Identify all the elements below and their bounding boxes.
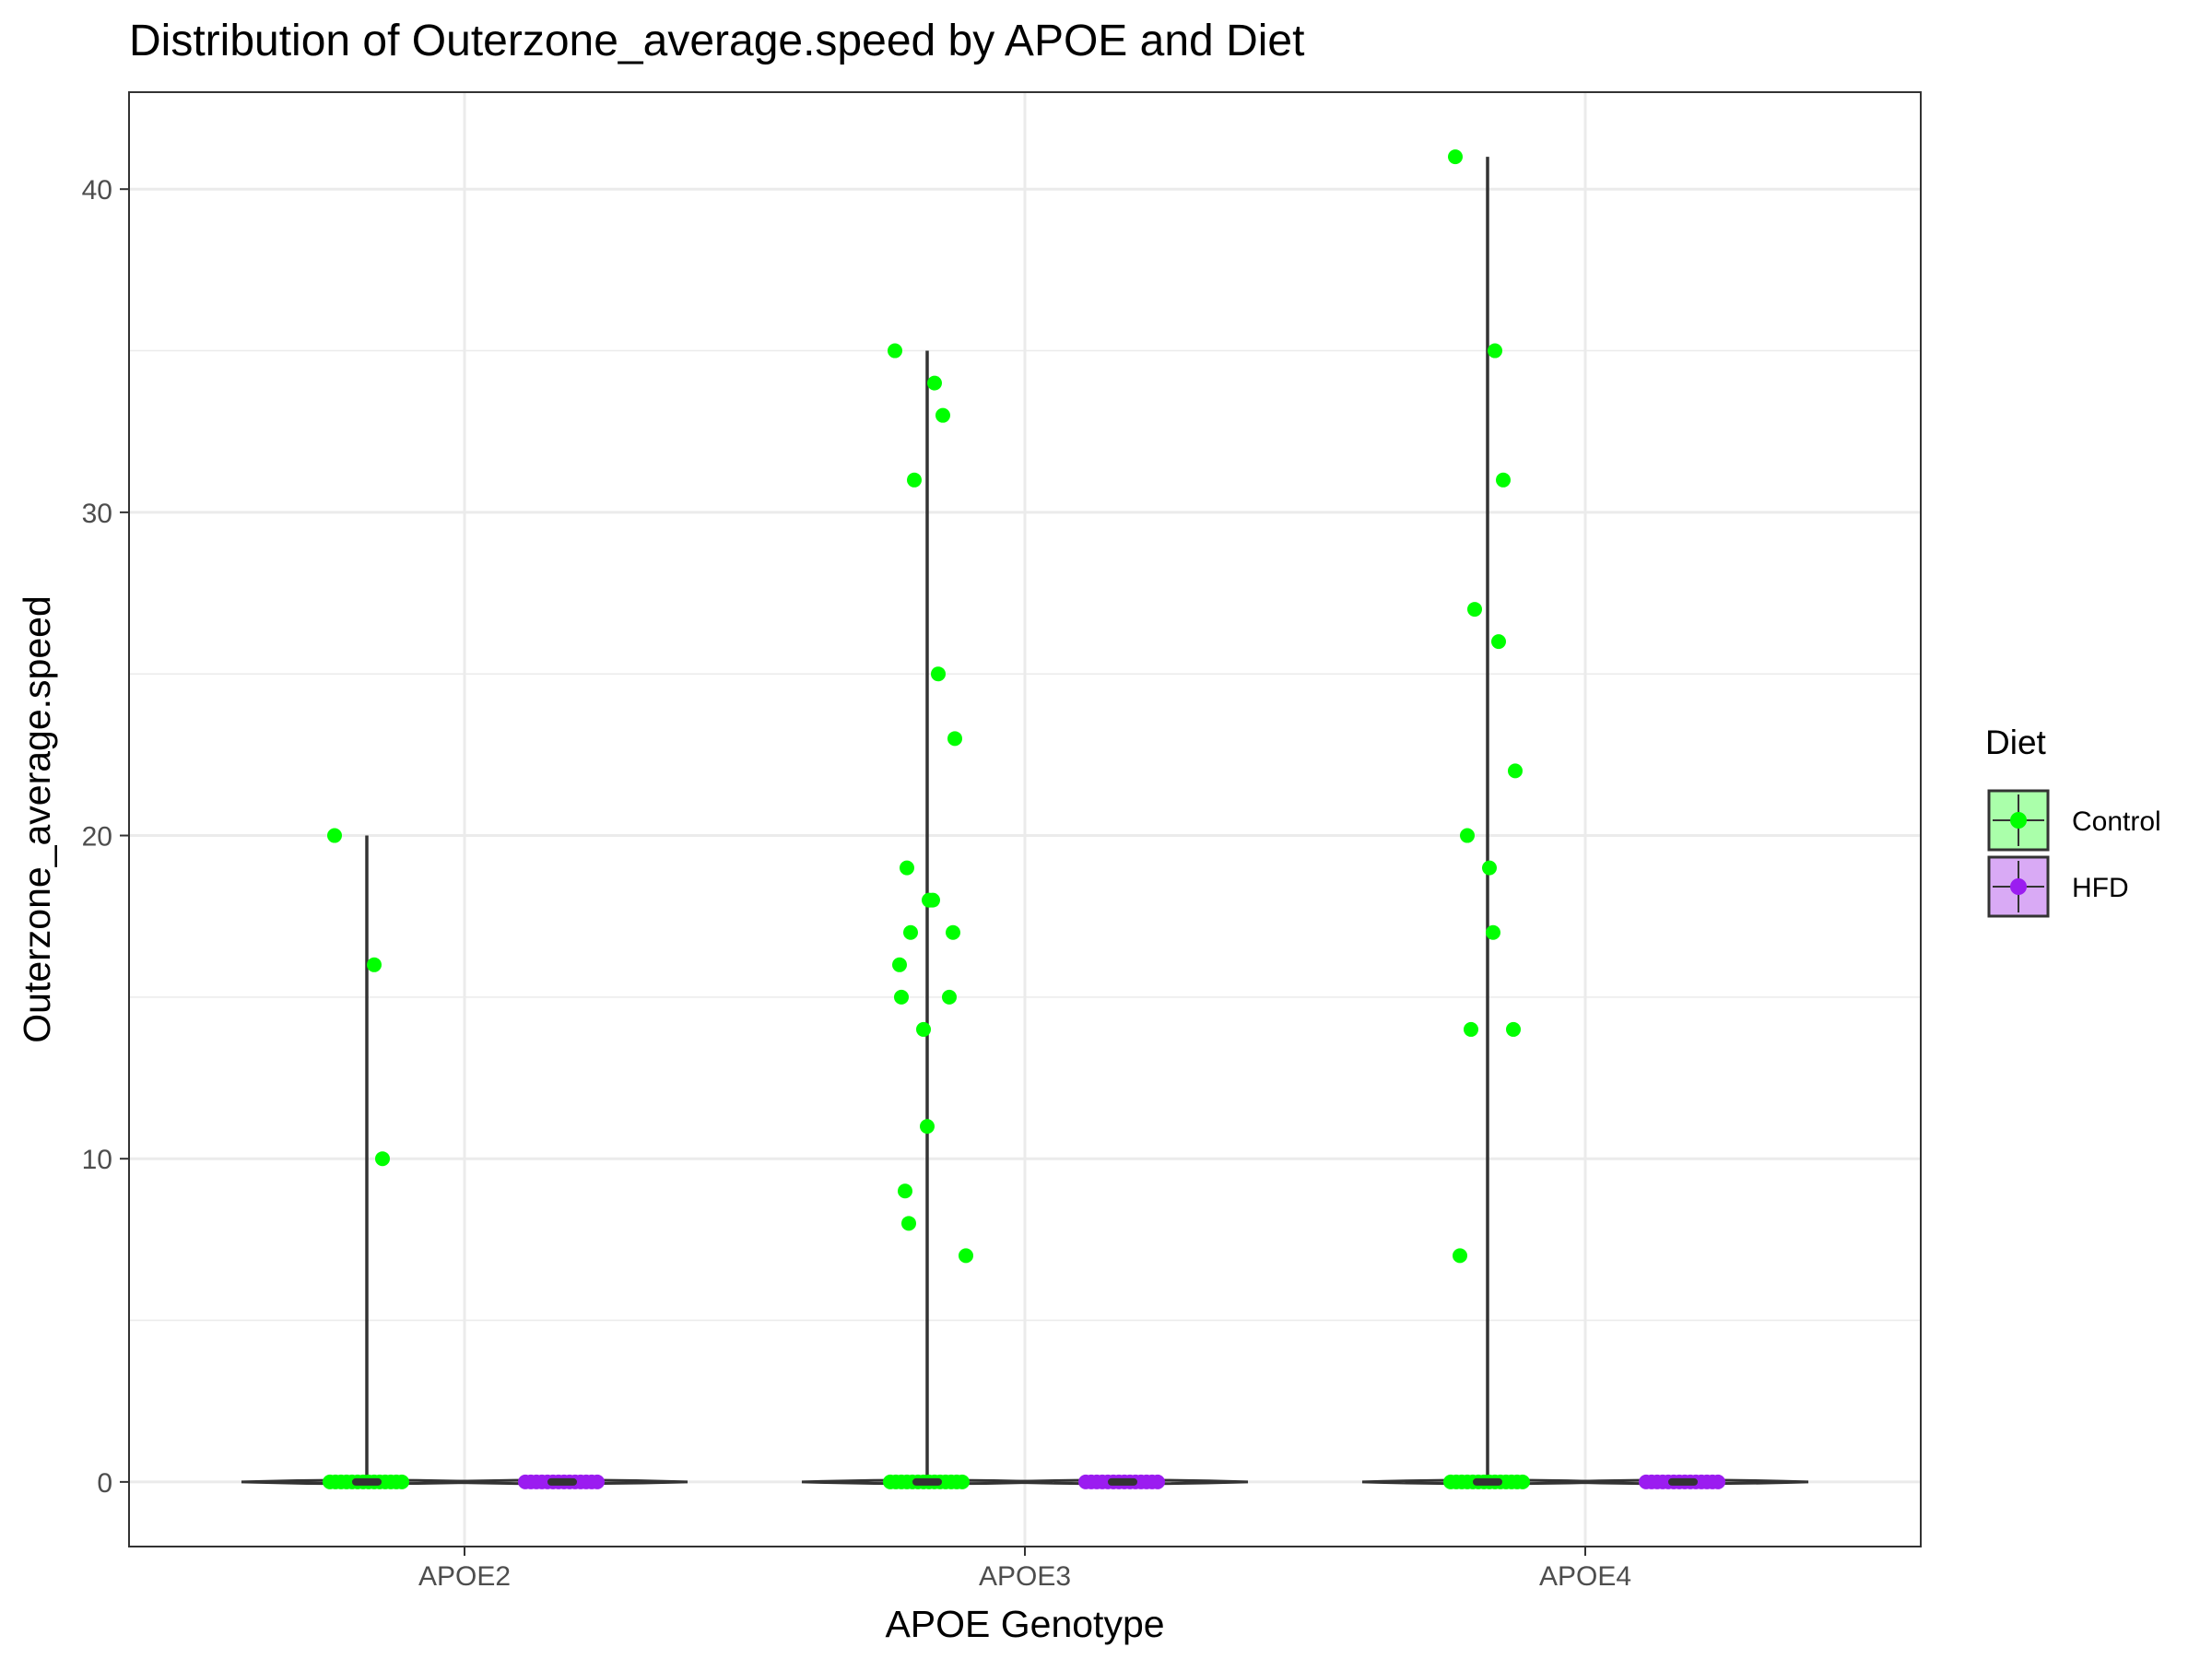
grid (129, 92, 1921, 1547)
data-point (927, 375, 942, 391)
data-point (894, 989, 909, 1005)
data-point (1506, 1021, 1521, 1037)
legend-title: Diet (1985, 724, 2047, 761)
median-marker (912, 1477, 942, 1486)
data-point (1491, 634, 1506, 650)
violin-body (996, 1478, 1249, 1486)
data-point-zero (1515, 1474, 1530, 1489)
x-tick-label: APOE4 (1539, 1561, 1631, 1592)
data-point (946, 924, 960, 940)
data-point (920, 1119, 935, 1135)
x-tick-label: APOE2 (418, 1561, 511, 1592)
data-point (959, 1248, 973, 1264)
data-point (907, 472, 922, 488)
legend-label: Control (2072, 806, 2161, 837)
data-point (900, 860, 914, 876)
violins (241, 157, 1809, 1486)
data-point (367, 957, 382, 972)
violin-body (436, 1478, 688, 1486)
data-point (1488, 343, 1502, 359)
legend-key-point (2010, 812, 2027, 829)
legend: Diet Control HFD (1985, 724, 2161, 918)
y-tick-label: 40 (82, 175, 112, 206)
median-marker (1108, 1477, 1137, 1486)
data-point (947, 731, 962, 747)
x-axis-title: APOE Genotype (885, 1603, 1164, 1645)
median-marker (1473, 1477, 1502, 1486)
y-tick-label: 0 (97, 1468, 112, 1499)
data-point (935, 407, 950, 423)
x-axis: APOE2 APOE3 APOE4 (418, 1547, 1631, 1592)
y-axis: 0 10 20 30 40 (82, 175, 129, 1499)
data-point (916, 1021, 931, 1037)
legend-label: HFD (2072, 873, 2129, 903)
data-point (1467, 602, 1482, 618)
data-point-zero (1711, 1474, 1725, 1489)
data-point (1453, 1248, 1467, 1264)
median-marker (1668, 1477, 1698, 1486)
data-point (327, 828, 342, 843)
data-points (323, 149, 1725, 1489)
median-marker (352, 1477, 382, 1486)
data-point (901, 1216, 916, 1231)
violin-body (1557, 1478, 1809, 1486)
data-point (903, 924, 918, 940)
legend-key-point (2010, 878, 2027, 895)
data-point (892, 957, 907, 972)
data-point (888, 343, 902, 359)
data-point (1508, 763, 1523, 779)
data-point (1482, 860, 1497, 876)
median-marker (547, 1477, 577, 1486)
y-tick-label: 20 (82, 822, 112, 853)
data-point (1496, 472, 1511, 488)
data-point-zero (590, 1474, 605, 1489)
data-point (1486, 924, 1500, 940)
y-axis-title: Outerzone_average.speed (16, 595, 58, 1043)
data-point (1464, 1021, 1478, 1037)
data-point-zero (1150, 1474, 1165, 1489)
data-point (375, 1151, 390, 1167)
data-point-zero (955, 1474, 970, 1489)
y-tick-label: 30 (82, 499, 112, 529)
data-point (942, 989, 957, 1005)
x-tick-label: APOE3 (979, 1561, 1071, 1592)
chart-title: Distribution of Outerzone_average.speed … (129, 17, 1304, 65)
data-point (925, 892, 940, 908)
data-point (898, 1183, 912, 1199)
y-tick-label: 10 (82, 1145, 112, 1175)
data-point (1460, 828, 1475, 843)
data-point (1448, 149, 1463, 165)
data-point (931, 666, 946, 682)
data-point-zero (394, 1474, 409, 1489)
